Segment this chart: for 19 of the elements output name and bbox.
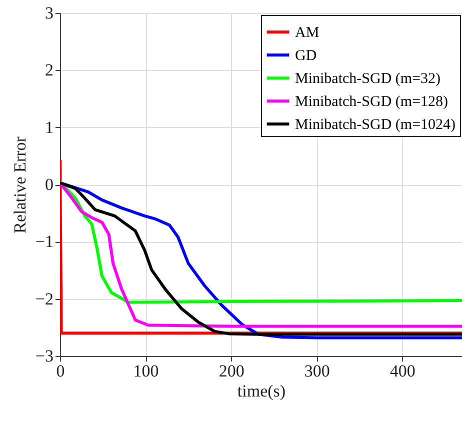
y-tick-label: −1 [35,232,54,252]
legend-label: Minibatch-SGD (m=1024) [295,117,456,133]
legend-label: GD [295,48,317,64]
x-tick-label: 100 [133,362,159,380]
x-tick-label: 300 [304,362,330,380]
y-axis-title: Relative Error [10,136,30,234]
x-tick-label: 200 [218,362,244,380]
line-series [60,180,462,304]
x-tick-label: 400 [390,362,416,380]
x-axis-title: time(s) [237,382,286,400]
y-tick-label: −3 [35,346,54,366]
y-tick-label: −2 [35,289,54,308]
y-tick-label: 2 [45,60,54,80]
y-tick-label: 1 [45,118,54,137]
y-tick-label: 0 [45,175,54,194]
legend-label: Minibatch-SGD (m=128) [295,94,448,110]
y-tick-label: 3 [45,4,54,22]
legend-label: Minibatch-SGD (m=32) [295,71,441,87]
legend-label: AM [295,25,320,41]
